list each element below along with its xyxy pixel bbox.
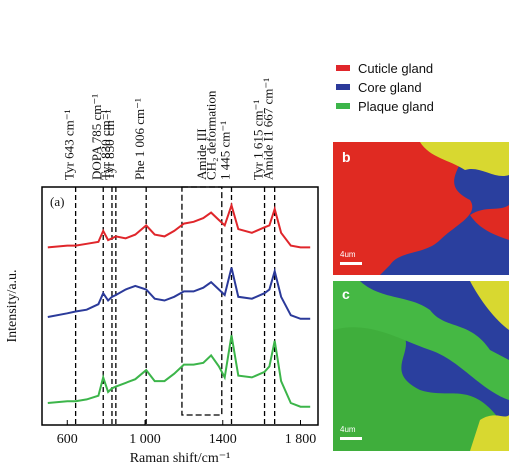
legend-swatch [336,65,350,71]
annotation-label: Tyr 850 cm⁻¹ [102,109,117,180]
x-axis-label: Raman shift/cm⁻¹ [130,451,231,466]
spectrum-line [47,335,311,408]
legend-swatch [336,84,350,90]
annotation-label: Tyr 830 cm⁻¹ [98,109,113,180]
legend-label: Core gland [358,80,422,95]
legend-label: Cuticle gland [358,61,433,76]
spectrum-line [47,201,311,249]
x-tick-label: 1 000 [129,432,161,447]
y-axis-label: Intensity/a.u. [5,269,20,342]
x-tick-label: 1 800 [285,432,317,447]
annotation-label: Amide I1 667 cm⁻¹ [261,78,276,180]
scale-label: 4um [340,250,356,259]
annotation-label: DOPA 785 cm⁻¹ [89,94,104,180]
map-c: c 4um [333,281,509,451]
annotation-label: Tyr 643 cm⁻¹ [62,109,77,180]
annotation-box [181,186,223,416]
legend-swatch [336,103,350,109]
panel-label: (a) [50,194,64,209]
annotation-label: Amide III [194,128,209,180]
annotation-label: Phe 1 006 cm⁻¹ [132,98,147,180]
x-tick-label: 1400 [209,432,237,447]
x-tick-label: 600 [57,432,78,447]
scale-label: 4um [340,425,356,434]
annotation-label: Tyr 1 615 cm⁻¹ [251,100,266,180]
annotation-label: 1 445 cm⁻¹ [218,121,233,180]
spectrum-line [47,267,311,320]
map-label: c [342,286,350,302]
map-label: b [342,149,351,165]
plot-frame [41,186,319,426]
map-b: b 4um [333,142,509,275]
annotation-label: CH₂ deformation [204,90,219,180]
legend-label: Plaque gland [358,99,434,114]
